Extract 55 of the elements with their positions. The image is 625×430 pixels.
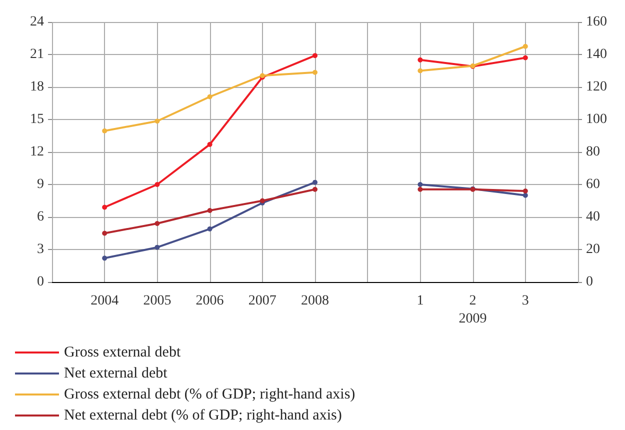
x-tick-label: 2007 <box>248 294 276 308</box>
point <box>154 244 160 250</box>
x-tick-label: 2004 <box>90 294 119 308</box>
text: 2009 <box>458 312 487 326</box>
point <box>522 188 528 194</box>
x-tick-label: 2006 <box>196 294 224 308</box>
point <box>312 53 318 58</box>
y2-tick-label: 20 <box>586 242 600 257</box>
y-tick-label: 15 <box>30 112 44 127</box>
point <box>418 182 423 187</box>
y2-tick-label: 0 <box>586 274 593 290</box>
x-tick-label: 2 <box>469 294 476 308</box>
point <box>154 182 160 187</box>
y-tick-label: 12 <box>30 144 44 160</box>
y2-tick-label: 60 <box>586 177 600 192</box>
legend-label: Gross external debt (% of GDP; right-hand axis) <box>64 386 356 402</box>
y-tick-label: 6 <box>37 210 44 224</box>
y-tick-label: 18 <box>30 80 44 94</box>
point <box>522 55 528 60</box>
point <box>522 44 528 49</box>
legend-label: Net external debt <box>64 366 168 382</box>
point <box>102 230 108 236</box>
y-tick-label: 9 <box>37 177 44 192</box>
point <box>207 142 212 147</box>
point <box>102 204 108 210</box>
y-tick-label: 3 <box>37 242 44 257</box>
point <box>154 221 160 226</box>
y2-tick-label: 160 <box>586 14 607 30</box>
y2-tick-label: 120 <box>586 80 607 94</box>
point <box>154 118 160 124</box>
point <box>418 57 423 62</box>
y-tick-label: 0 <box>37 274 44 290</box>
y-tick-label: 24 <box>30 14 44 30</box>
point <box>312 186 318 192</box>
point <box>207 94 212 100</box>
point <box>312 70 318 75</box>
point <box>207 226 212 232</box>
point <box>102 128 108 134</box>
x-tick-label: 1 <box>416 294 424 308</box>
legend-label: Gross external debt <box>64 344 182 360</box>
point <box>522 192 528 198</box>
x-tick-label: 3 <box>522 294 529 308</box>
point <box>102 256 108 261</box>
x-tick-label: 2005 <box>143 294 172 308</box>
point <box>418 186 423 192</box>
y2-tick-label: 40 <box>586 210 600 224</box>
point <box>207 208 212 213</box>
legend-label: Net external debt (% of GDP; right-hand axis) <box>64 408 342 424</box>
y2-tick-label: 140 <box>586 47 607 62</box>
point <box>418 68 423 74</box>
y2-tick-label: 80 <box>586 144 600 160</box>
y2-tick-label: 100 <box>586 112 607 127</box>
y-tick-label: 21 <box>30 47 44 62</box>
point <box>312 180 318 185</box>
x-tick-label: 2008 <box>301 294 329 308</box>
